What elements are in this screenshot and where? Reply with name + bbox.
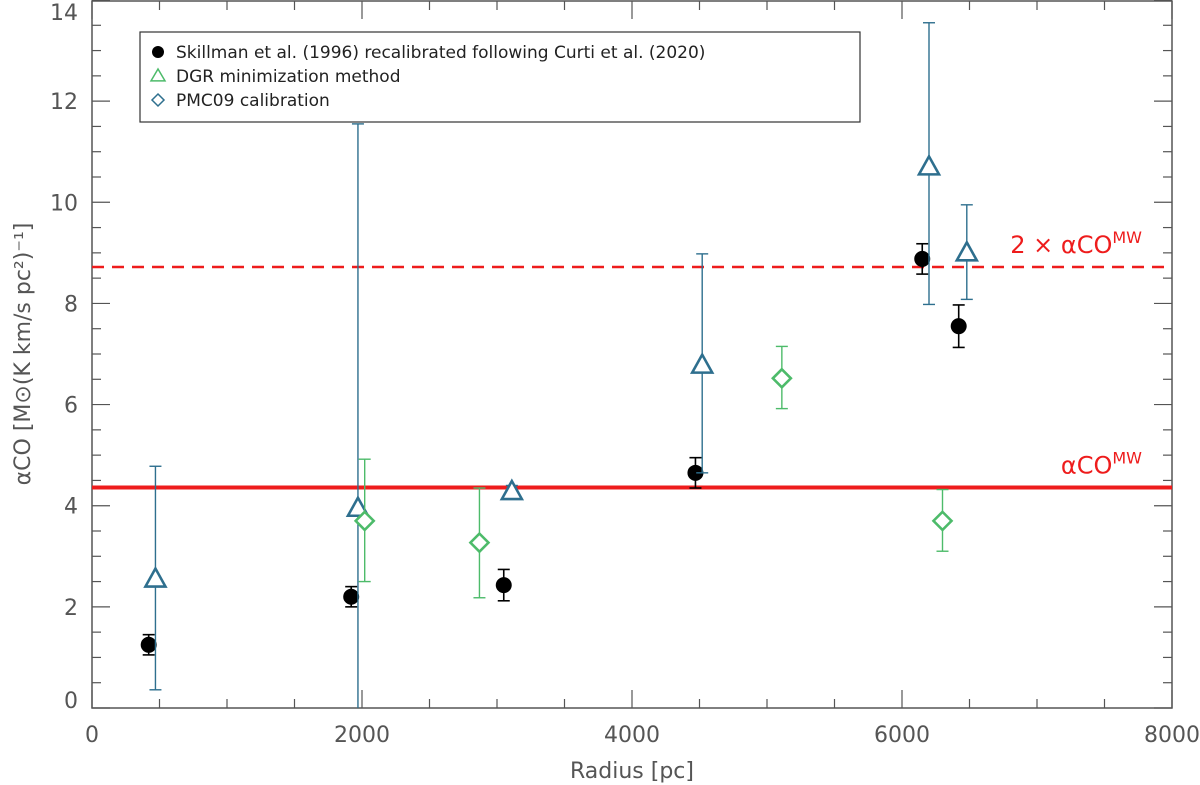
- data-point-3-3: [771, 367, 793, 390]
- axis-labels-layer: 0 2000 4000 6000 8000 0 2 4 6 8 10 12 14 Radius [pc] α…: [11, 1, 1200, 784]
- y-axis-title: αCO [M⊙(K km/s pc²)⁻¹]: [11, 223, 36, 486]
- data-point-2-6: [954, 239, 980, 262]
- x-tick-label: 4000: [604, 723, 660, 748]
- data-point-2-3: [499, 478, 525, 501]
- reference-line-label: αCOMW: [1061, 449, 1142, 480]
- data-point-2-1: [143, 565, 168, 588]
- x-tick-label: 2000: [334, 723, 390, 748]
- y-tick-label: 10: [50, 191, 78, 216]
- y-tick-label: 4: [64, 495, 78, 520]
- x-tick-label: 6000: [874, 723, 930, 748]
- reference-line-label: 2 × αCOMW: [1010, 228, 1142, 259]
- legend-marker-1: [152, 46, 164, 58]
- data-point-1-6: [950, 318, 967, 335]
- x-tick-label: 0: [85, 723, 99, 748]
- x-tick-label: 8000: [1144, 723, 1200, 748]
- legend-entry-3: PMC09 calibration: [176, 91, 330, 111]
- legend-entry-2: DGR minimization method: [176, 67, 401, 87]
- reference-lines-layer: αCOMW 2 × αCOMW: [92, 228, 1172, 490]
- legend-marker-2: [149, 67, 167, 82]
- data-point-3-1: [353, 510, 376, 532]
- axes-frame-layer: [91, 0, 1173, 709]
- data-point-2-2: [345, 495, 371, 518]
- y-tick-label: 6: [64, 394, 78, 419]
- data-point-3-2: [468, 531, 491, 554]
- series-3: [353, 345, 954, 599]
- legend-marker-3: [150, 92, 166, 108]
- data-point-1-3: [495, 577, 512, 594]
- y-tick-label: 2: [64, 596, 78, 621]
- legend: Skillman et al. (1996) recalibrated foll…: [139, 31, 861, 123]
- x-axis-title: Radius [pc]: [570, 759, 694, 784]
- y-tick-label: 8: [64, 292, 78, 317]
- data-point-1-5: [914, 250, 931, 267]
- legend-box: [139, 31, 861, 123]
- y-tick-label: 0: [64, 689, 78, 714]
- data-point-1-2: [343, 588, 360, 605]
- legend-entry-1: Skillman et al. (1996) recalibrated foll…: [176, 43, 705, 63]
- series-2: [143, 22, 980, 708]
- y-tick-label: 14: [50, 1, 78, 26]
- data-series-layer: [140, 22, 980, 708]
- y-tick-label: 12: [50, 90, 78, 115]
- data-point-1-1: [140, 636, 157, 653]
- series-1: [140, 242, 967, 656]
- data-point-2-4: [689, 351, 715, 374]
- data-point-2-5: [916, 153, 942, 176]
- data-point-3-4: [931, 510, 954, 532]
